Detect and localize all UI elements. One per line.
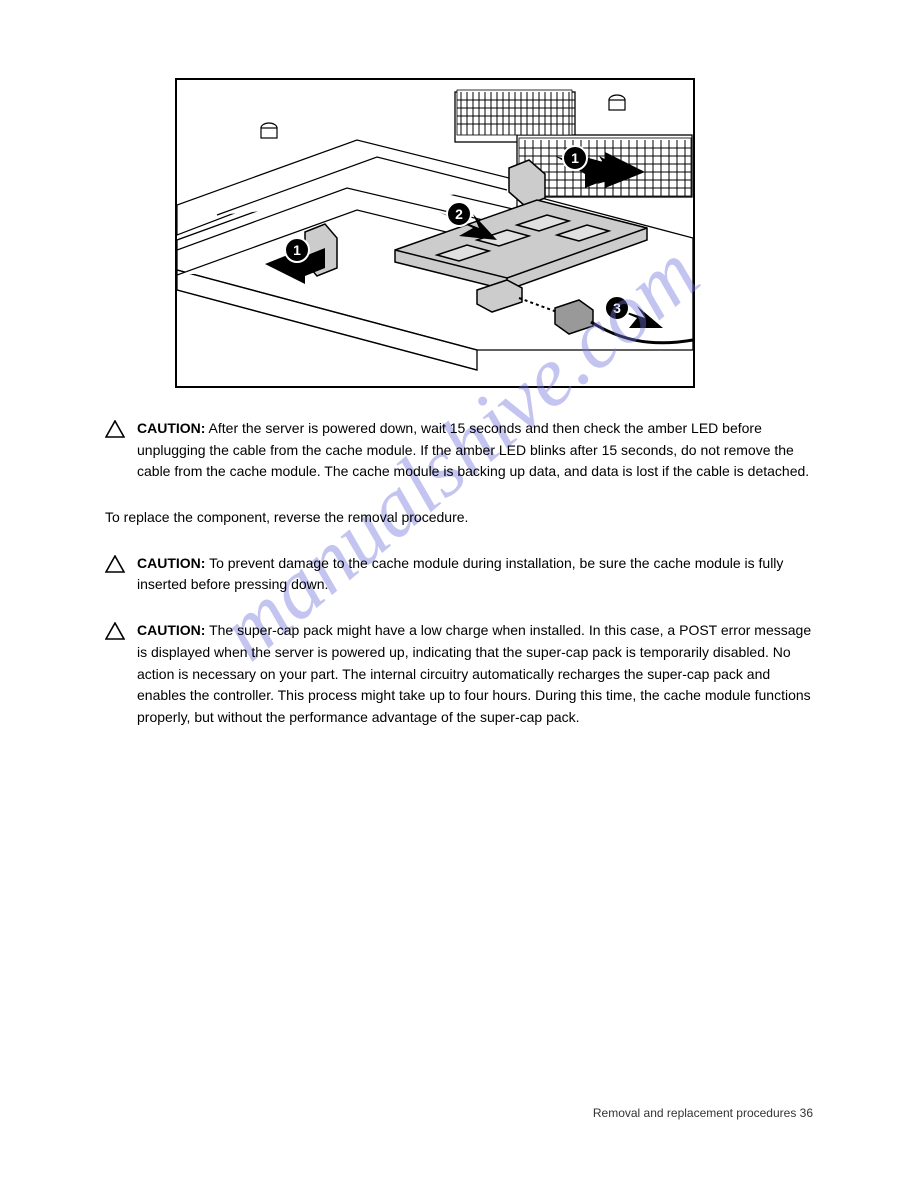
svg-text:1: 1 (293, 242, 301, 258)
caution-body: After the server is powered down, wait 1… (137, 420, 809, 479)
caution-label: CAUTION: (137, 555, 205, 571)
svg-text:2: 2 (455, 206, 463, 222)
caution-label: CAUTION: (137, 420, 205, 436)
caution-icon (105, 420, 125, 443)
caution-1-text: CAUTION: After the server is powered dow… (137, 418, 813, 483)
caution-icon (105, 622, 125, 645)
callout-1-left: 1 (285, 238, 309, 262)
svg-text:3: 3 (613, 300, 621, 316)
svg-text:1: 1 (571, 150, 579, 166)
callout-2: 2 (447, 202, 471, 226)
caution-3: CAUTION: The super-cap pack might have a… (105, 620, 813, 728)
figure-container: 1 1 2 3 (175, 78, 813, 388)
caution-3-text: CAUTION: The super-cap pack might have a… (137, 620, 813, 728)
callout-3: 3 (605, 296, 629, 320)
callout-1-right: 1 (563, 146, 587, 170)
diagram-svg: 1 1 2 3 (177, 80, 693, 386)
caution-body: To prevent damage to the cache module du… (137, 555, 783, 593)
caution-2: CAUTION: To prevent damage to the cache … (105, 553, 813, 596)
technical-diagram: 1 1 2 3 (175, 78, 695, 388)
caution-body: The super-cap pack might have a low char… (137, 622, 811, 725)
page-footer: Removal and replacement procedures 36 (593, 1106, 813, 1120)
caution-icon (105, 555, 125, 578)
caution-label: CAUTION: (137, 622, 205, 638)
caution-2-text: CAUTION: To prevent damage to the cache … (137, 553, 813, 596)
body-paragraph: To replace the component, reverse the re… (105, 507, 813, 529)
caution-1: CAUTION: After the server is powered dow… (105, 418, 813, 483)
